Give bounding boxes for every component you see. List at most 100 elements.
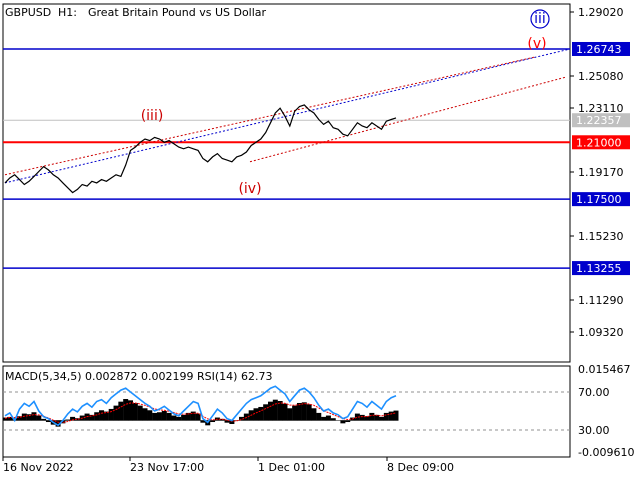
macd-bar — [113, 405, 119, 421]
macd-bar — [287, 408, 293, 421]
trend-line-red-upper — [4, 56, 536, 176]
macd-bar — [296, 402, 302, 421]
macd-bar — [369, 412, 375, 421]
macd-bar — [306, 404, 312, 421]
macd-bar — [263, 404, 269, 421]
macd-bar — [258, 406, 264, 421]
macd-bar — [176, 416, 182, 421]
macd-bar — [359, 414, 365, 421]
macd-bar — [147, 410, 153, 421]
macd-bar — [161, 410, 167, 421]
time-tick-label: 23 Nov 17:00 — [130, 461, 204, 474]
macd-bar — [272, 399, 278, 421]
macd-bar — [301, 402, 307, 421]
macd-bar — [128, 400, 134, 421]
macd-bar — [219, 418, 225, 421]
macd-bar — [388, 411, 394, 421]
price-tick-label: 1.15230 — [578, 230, 624, 243]
macd-bar — [36, 415, 42, 421]
main-panel-frame — [2, 3, 571, 363]
level-label: 1.17500 — [576, 193, 622, 206]
indicator-panel-frame — [2, 365, 571, 458]
chart-symbol: GBPUSD — [5, 6, 51, 19]
macd-bar — [65, 419, 71, 421]
wave-label: (iv) — [238, 181, 261, 197]
level-badge — [572, 192, 630, 207]
macd-bar — [210, 420, 216, 423]
trend-line-red-lower — [249, 76, 566, 163]
wave-label: (iii) — [141, 108, 164, 124]
macd-bar — [364, 416, 370, 421]
level-label: 1.21000 — [576, 136, 622, 149]
macd-bar — [31, 412, 37, 421]
level-label: 1.26743 — [576, 43, 622, 56]
macd-bar — [267, 401, 273, 421]
macd-bar — [277, 400, 283, 421]
macd-bar — [379, 416, 385, 421]
macd-bar — [60, 420, 66, 424]
level-label: 1.22357 — [576, 114, 622, 127]
indicator-tick-label: 0.015467 — [578, 363, 631, 376]
macd-signal-line — [4, 402, 397, 424]
trend-line-blue — [4, 48, 571, 184]
macd-bar — [166, 412, 172, 421]
macd-bar — [55, 420, 61, 427]
macd-bar — [195, 413, 201, 421]
macd-bar — [393, 410, 399, 421]
macd-bar — [45, 420, 51, 423]
macd-bar — [316, 412, 322, 421]
time-tick-label: 1 Dec 01:00 — [258, 461, 325, 474]
price-tick-label: 1.19170 — [578, 166, 624, 179]
macd-bar — [70, 416, 76, 421]
time-tick-label: 8 Dec 09:00 — [387, 461, 454, 474]
macd-bar — [321, 416, 327, 421]
macd-bar — [340, 420, 346, 424]
macd-bar — [330, 418, 336, 421]
price-tick-label: 1.23110 — [578, 102, 624, 115]
macd-bar — [103, 411, 109, 421]
macd-bar — [156, 412, 162, 421]
macd-bar — [94, 412, 100, 421]
macd-bar — [354, 413, 360, 421]
indicator-tick-label: -0.009610 — [578, 446, 634, 459]
macd-bar — [2, 417, 8, 421]
macd-bar — [26, 414, 32, 421]
macd-bar — [171, 415, 177, 421]
macd-bar — [383, 412, 389, 421]
wave-label: (v) — [527, 36, 546, 52]
rsi-line — [4, 385, 397, 427]
macd-bar — [181, 414, 187, 421]
time-tick-label: 16 Nov 2022 — [3, 461, 73, 474]
macd-bar — [345, 420, 351, 423]
indicator-tick-label: 70.00 — [578, 386, 610, 399]
price-tick-label: 1.29020 — [578, 6, 624, 19]
chart-timeframe: H1: — [58, 6, 77, 19]
macd-bar — [185, 412, 191, 421]
macd-bar — [374, 414, 380, 421]
level-badge — [572, 113, 630, 128]
macd-bar — [229, 420, 235, 425]
macd-bar — [292, 405, 298, 421]
macd-bar — [335, 420, 341, 421]
macd-bar — [200, 420, 206, 423]
macd-bar — [7, 416, 13, 421]
wave-circle — [530, 9, 550, 29]
macd-bar — [253, 408, 259, 421]
level-badge — [572, 261, 630, 276]
level-label: 1.13255 — [576, 262, 622, 275]
macd-bar — [132, 402, 138, 421]
macd-bar — [74, 418, 80, 421]
macd-bar — [239, 416, 245, 421]
macd-bar — [21, 413, 27, 421]
indicator-label: MACD(5,34,5) 0.002872 0.002199 RSI(14) 6… — [5, 370, 272, 383]
macd-bar — [137, 405, 143, 421]
level-badge — [572, 135, 630, 150]
macd-bar — [118, 401, 124, 421]
price-tick-label: 1.11290 — [578, 294, 624, 307]
macd-bar — [282, 403, 288, 421]
macd-bar — [142, 408, 148, 421]
macd-bar — [16, 416, 22, 421]
macd-bar — [152, 412, 158, 421]
